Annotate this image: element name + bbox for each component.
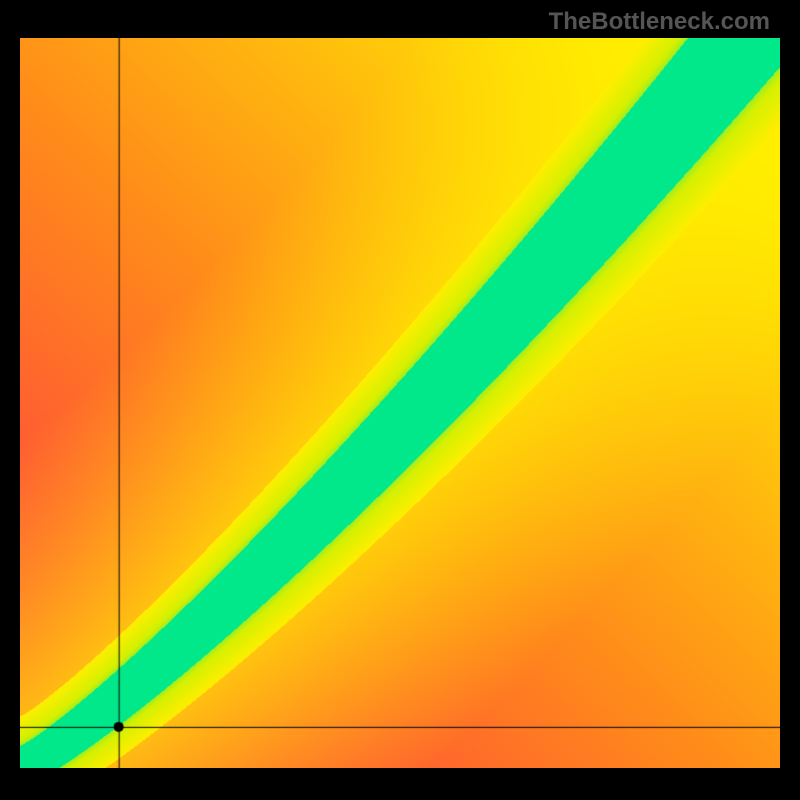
watermark-text: TheBottleneck.com — [549, 8, 770, 36]
heatmap-canvas — [20, 38, 780, 768]
heatmap-plot — [20, 38, 780, 768]
